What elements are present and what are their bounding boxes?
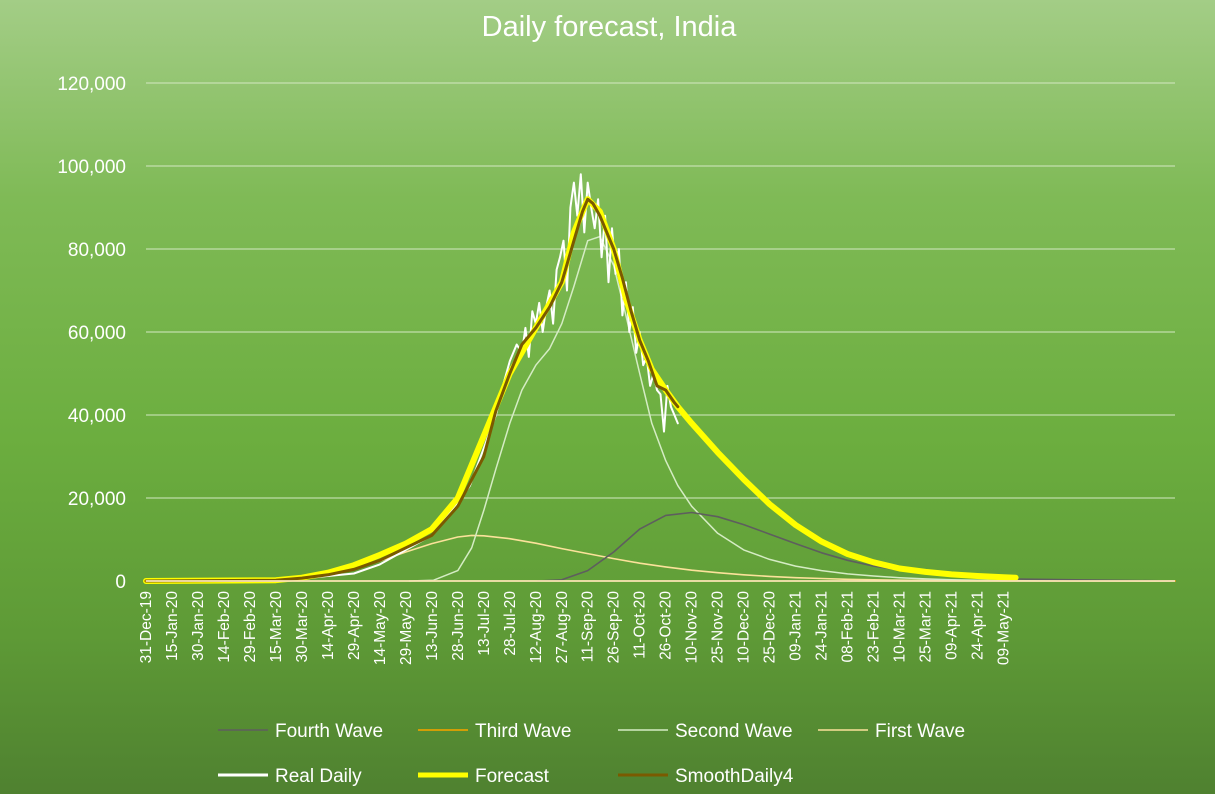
y-tick-label: 80,000: [68, 240, 126, 261]
series-line-fourth-wave: [536, 511, 1176, 582]
x-tick-label: 31-Dec-19: [138, 591, 155, 663]
x-tick-label: 11-Sep-20: [580, 591, 597, 663]
x-tick-label: 09-Apr-21: [944, 591, 961, 660]
series-line-real-daily: [145, 173, 679, 582]
x-tick-label: 08-Feb-21: [840, 591, 857, 663]
x-axis: 31-Dec-19 15-Jan-20 30-Jan-20 14-Feb-20 29-F…: [138, 580, 1175, 665]
gridlines: [146, 82, 1175, 499]
y-tick-label: 40,000: [68, 406, 126, 427]
legend-label-fourth-wave: Fourth Wave: [275, 721, 383, 742]
y-tick-label: 100,000: [57, 157, 126, 178]
legend-label-second-wave: Second Wave: [675, 721, 793, 742]
chart-title: Daily forecast, India: [482, 11, 738, 43]
legend: Fourth Wave Third Wave Second Wave First Wa…: [218, 721, 965, 787]
y-tick-label: 0: [115, 572, 126, 593]
x-tick-label: 09-Jan-21: [788, 591, 805, 661]
series-line-first-wave: [145, 534, 1176, 582]
x-tick-label: 28-Jul-20: [502, 591, 519, 656]
y-tick-label: 120,000: [57, 74, 126, 95]
x-tick-label: 10-Nov-20: [684, 591, 701, 664]
series-line-smooth-daily: [144, 197, 680, 583]
legend-label-first-wave: First Wave: [875, 721, 965, 742]
x-tick-label: 27-Aug-20: [554, 591, 571, 664]
series-line-second-wave: [408, 235, 1176, 582]
series-line-forecast: [143, 196, 1019, 584]
x-tick-label: 24-Jan-21: [814, 591, 831, 661]
x-tick-label: 13-Jun-20: [424, 591, 441, 661]
x-tick-label: 25-Nov-20: [710, 591, 727, 664]
x-tick-label: 26-Sep-20: [606, 591, 623, 664]
y-tick-label: 60,000: [68, 323, 126, 344]
x-tick-label: 23-Feb-21: [866, 591, 883, 663]
x-tick-label: 12-Aug-20: [528, 591, 545, 664]
legend-label-third-wave: Third Wave: [475, 721, 571, 742]
x-tick-label: 25-Dec-20: [762, 591, 779, 664]
legend-label-forecast: Forecast: [475, 766, 550, 787]
x-tick-label: 09-May-21: [996, 591, 1013, 665]
x-tick-label: 15-Jan-20: [164, 591, 181, 661]
x-tick-label: 14-May-20: [372, 591, 389, 665]
x-tick-label: 10-Dec-20: [736, 591, 753, 664]
x-tick-label: 24-Apr-21: [970, 591, 987, 660]
x-tick-label: 29-Apr-20: [346, 591, 363, 660]
x-tick-label: 10-Mar-21: [892, 591, 909, 663]
x-tick-label: 29-May-20: [398, 591, 415, 665]
x-tick-label: 25-Mar-21: [918, 591, 935, 663]
x-tick-label: 15-Mar-20: [268, 591, 285, 663]
x-tick-label: 30-Jan-20: [190, 591, 207, 661]
y-axis: 0 20,000 40,000 60,000 80,000 100,000 120,000: [57, 74, 126, 593]
x-tick-label: 26-Oct-20: [658, 591, 675, 660]
x-tick-label: 13-Jul-20: [476, 591, 493, 656]
wave-series: [143, 173, 1176, 584]
x-tick-label: 14-Feb-20: [216, 591, 233, 663]
x-tick-label: 11-Oct-20: [632, 591, 649, 659]
x-tick-label: 29-Feb-20: [242, 591, 259, 663]
legend-label-smooth-daily: SmoothDaily4: [675, 766, 794, 787]
legend-label-real-daily: Real Daily: [275, 766, 362, 787]
x-tick-label: 28-Jun-20: [450, 591, 467, 661]
y-tick-label: 20,000: [68, 489, 126, 510]
x-tick-label: 14-Apr-20: [320, 591, 337, 660]
x-tick-label: 30-Mar-20: [294, 591, 311, 663]
